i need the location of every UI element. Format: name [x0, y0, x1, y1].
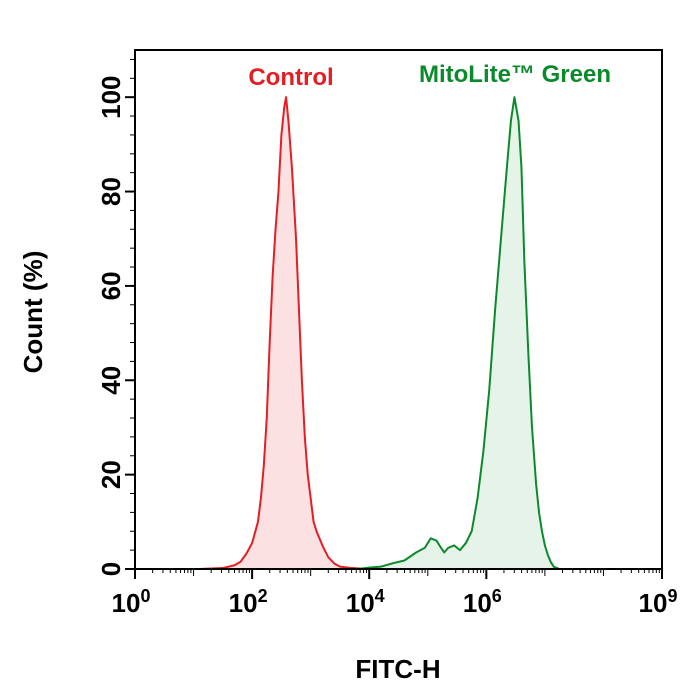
x-tick-base: 10	[639, 588, 668, 618]
x-axis-title: FITC-H	[355, 654, 440, 684]
x-tick-base: 10	[229, 588, 258, 618]
x-tick-base: 10	[112, 588, 141, 618]
y-tick-label: 80	[96, 177, 126, 206]
series-fill	[357, 97, 560, 570]
x-tick-label: 100	[112, 586, 151, 618]
x-tick-exponent: 4	[375, 586, 385, 606]
x-tick-label: 106	[463, 586, 502, 618]
series-layer	[199, 96, 560, 570]
legend-label-0: Control	[248, 64, 333, 91]
series-1	[357, 96, 560, 570]
x-tick-exponent: 2	[258, 586, 268, 606]
x-tick-label: 102	[229, 586, 268, 618]
series-line	[199, 96, 370, 570]
plot-area	[135, 50, 662, 569]
axes-frame	[134, 49, 663, 570]
legend-label-1: MitoLite™ Green	[419, 61, 611, 88]
y-axis-title: Count (%)	[18, 251, 48, 374]
y-tick-label: 100	[96, 75, 126, 118]
x-tick-exponent: 9	[667, 586, 677, 606]
y-tick-label: 0	[96, 562, 126, 576]
x-tick-exponent: 0	[140, 586, 150, 606]
x-tick-base: 10	[463, 588, 492, 618]
plot-background	[135, 50, 662, 569]
y-tick-label: 40	[96, 366, 126, 395]
x-tick-label: 104	[346, 586, 385, 618]
series-fill	[199, 97, 370, 570]
series-line	[357, 96, 560, 570]
y-tick-label: 60	[96, 271, 126, 300]
y-tick-label: 20	[96, 460, 126, 489]
x-tick-label: 109	[639, 586, 678, 618]
series-0	[199, 96, 370, 570]
x-tick-exponent: 6	[492, 586, 502, 606]
x-tick-base: 10	[346, 588, 375, 618]
legend: Control MitoLite™ Green	[248, 61, 611, 91]
